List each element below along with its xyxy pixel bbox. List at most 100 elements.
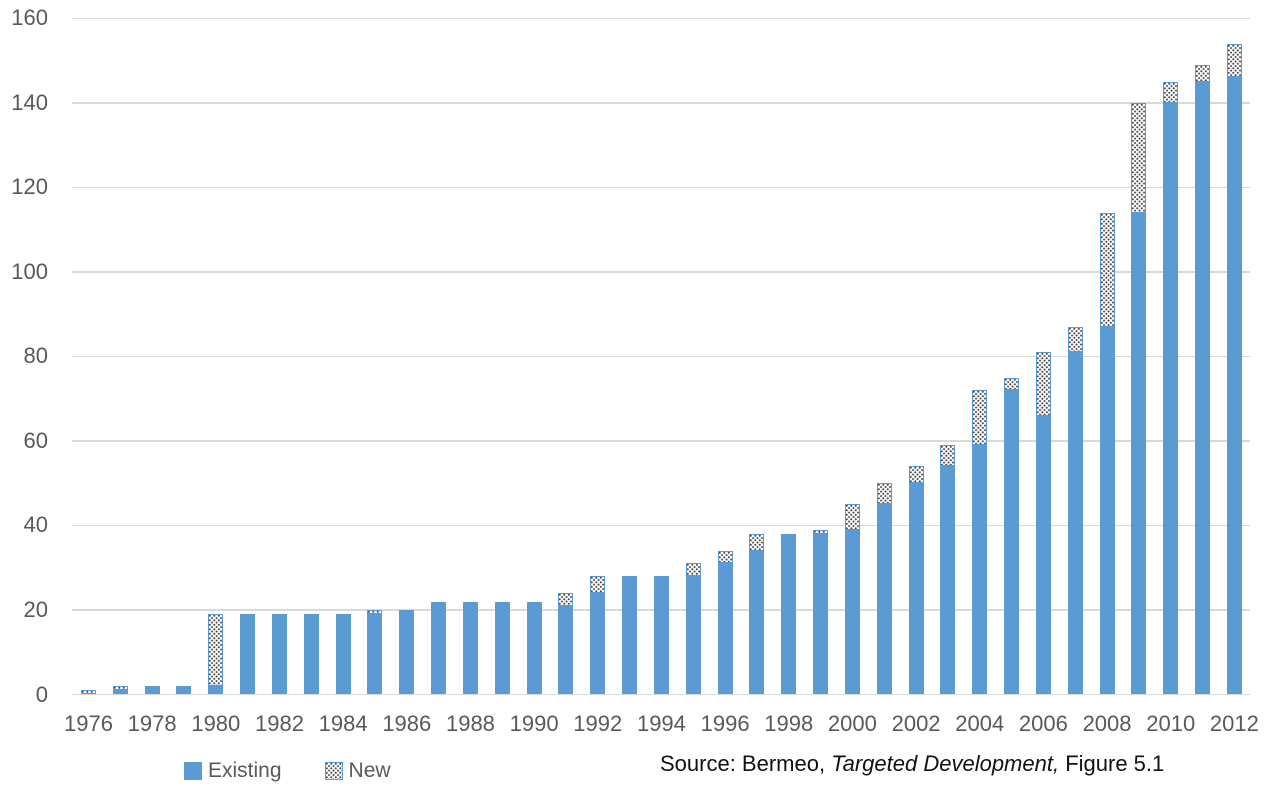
- y-tick-label: 20: [23, 596, 48, 622]
- bar-existing-segment: [1131, 212, 1147, 695]
- bar-existing-segment: [431, 601, 447, 695]
- y-gridline: [72, 17, 1250, 19]
- bar-existing-segment: [176, 686, 192, 695]
- x-tick-label: 2012: [1209, 711, 1259, 736]
- y-tick-label: 120: [11, 174, 48, 200]
- bar-existing-segment: [685, 576, 701, 695]
- source-prefix: Source: Bermeo,: [660, 751, 832, 776]
- bar-new-segment: [1035, 352, 1051, 416]
- bar-group: [876, 483, 892, 695]
- bar-new-segment: [367, 609, 383, 615]
- bar-existing-segment: [303, 614, 319, 695]
- x-tick-label: 2002: [891, 711, 941, 736]
- bar-existing-segment: [590, 593, 606, 695]
- bar-group: [1195, 64, 1211, 695]
- y-gridline: [72, 524, 1250, 527]
- legend: Existing New: [184, 760, 391, 781]
- source-book-title: Targeted Development,: [831, 751, 1060, 776]
- x-tick-label: 1996: [700, 711, 750, 736]
- bar-new-segment: [1004, 377, 1020, 391]
- y-tick-label: 40: [23, 512, 48, 538]
- bar-existing-segment: [1163, 102, 1179, 695]
- bar-group: [844, 504, 860, 695]
- bar-new-segment: [844, 504, 860, 530]
- bar-group: [1004, 377, 1020, 695]
- bar-group: [717, 550, 733, 695]
- bar-group: [781, 533, 797, 695]
- legend-swatch-existing-icon: [184, 761, 202, 780]
- x-tick-label: 1980: [191, 711, 241, 736]
- bar-group: [176, 686, 192, 695]
- bar-existing-segment: [271, 614, 287, 695]
- bar-group: [399, 609, 415, 695]
- bar-new-segment: [1067, 326, 1083, 353]
- source-caption: Source: Bermeo, Targeted Development, Fi…: [660, 751, 1164, 777]
- bar-new-segment: [1195, 64, 1211, 82]
- bar-group: [685, 563, 701, 695]
- bar-group: [590, 576, 606, 695]
- x-tick-label: 1990: [509, 711, 559, 736]
- legend-label-existing: Existing: [208, 759, 282, 782]
- legend-item-new: New: [324, 760, 391, 781]
- bar-existing-segment: [1195, 81, 1211, 695]
- bar-new-segment: [749, 533, 765, 551]
- bar-new-segment: [1099, 212, 1115, 327]
- bar-existing-segment: [749, 550, 765, 695]
- x-tick-label: 2010: [1146, 711, 1196, 736]
- bar-existing-segment: [972, 445, 988, 695]
- bar-group: [303, 614, 319, 695]
- x-tick-label: 1978: [127, 711, 177, 736]
- y-gridline: [72, 440, 1250, 442]
- bar-new-segment: [972, 390, 988, 446]
- bar-group: [1067, 326, 1083, 695]
- bar-group: [558, 593, 574, 695]
- x-tick-label: 1988: [445, 711, 495, 736]
- bar-new-segment: [685, 563, 701, 577]
- bar-existing-segment: [813, 533, 829, 695]
- x-tick-label: 1984: [318, 711, 368, 736]
- bar-group: [271, 614, 287, 695]
- bar-group: [431, 601, 447, 695]
- bar-group: [462, 601, 478, 695]
- bar-new-segment: [940, 445, 956, 467]
- bar-group: [622, 576, 638, 695]
- bar-existing-segment: [494, 601, 510, 695]
- bar-group: [1163, 81, 1179, 695]
- bar-group: [749, 533, 765, 695]
- bar-group: [240, 614, 256, 695]
- bar-group: [1099, 212, 1115, 695]
- bar-group: [144, 686, 160, 695]
- y-tick-label: 60: [23, 427, 48, 453]
- bar-existing-segment: [112, 690, 128, 695]
- legend-swatch-new-icon: [324, 761, 343, 780]
- bar-group: [972, 390, 988, 695]
- bar-existing-segment: [844, 529, 860, 695]
- x-tick-label: 1986: [382, 711, 432, 736]
- bar-new-segment: [1163, 81, 1179, 103]
- bar-new-segment: [112, 686, 128, 691]
- bar-new-segment: [590, 576, 606, 594]
- bar-new-segment: [208, 614, 224, 687]
- y-gridline: [72, 271, 1250, 273]
- y-gridline: [72, 186, 1250, 189]
- bar-existing-segment: [208, 686, 224, 695]
- y-gridline: [72, 102, 1250, 104]
- bar-existing-segment: [1004, 390, 1020, 695]
- bar-group: [526, 601, 542, 695]
- bar-group: [1226, 43, 1242, 695]
- x-tick-label: 2008: [1082, 711, 1132, 736]
- bar-existing-segment: [1099, 326, 1115, 695]
- y-tick-label: 140: [11, 89, 48, 115]
- bar-new-segment: [1131, 102, 1147, 213]
- bar-new-segment: [717, 550, 733, 564]
- bar-existing-segment: [622, 576, 638, 695]
- bar-new-segment: [908, 466, 924, 484]
- bar-group: [908, 466, 924, 695]
- bar-new-segment: [558, 593, 574, 606]
- x-tick-label: 1976: [64, 711, 113, 736]
- x-tick-label: 2000: [827, 711, 877, 736]
- x-tick-label: 1992: [573, 711, 623, 736]
- legend-item-existing: Existing: [184, 760, 282, 781]
- bar-new-segment: [813, 529, 829, 534]
